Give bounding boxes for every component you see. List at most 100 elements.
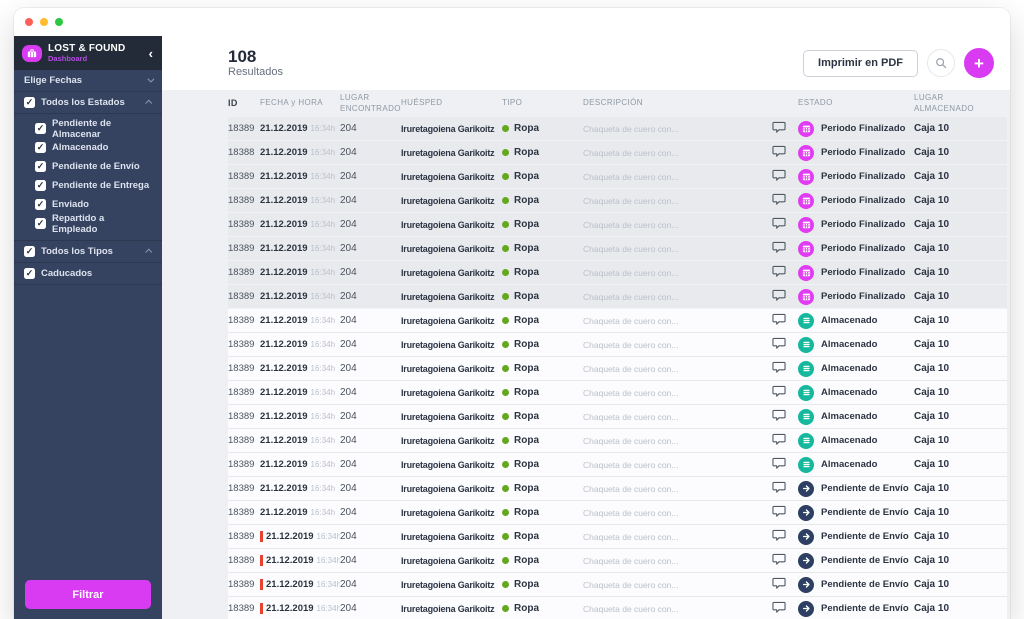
collapse-sidebar-icon[interactable]: ‹	[148, 45, 153, 61]
sidebar-estado-option[interactable]: Pendiente de Envío	[14, 157, 162, 176]
cell-tipo: Ropa	[502, 555, 583, 566]
table-row[interactable]: 18389 21.12.2019 16:34h 204 Iruretagoien…	[228, 549, 1007, 573]
comment-bubble-icon[interactable]	[772, 409, 786, 425]
checkbox-checked[interactable]	[24, 268, 35, 279]
comment-bubble-icon[interactable]	[772, 145, 786, 161]
comment-bubble-icon[interactable]	[772, 505, 786, 521]
cell-lugar-encontrado: 204	[340, 219, 357, 230]
table-row[interactable]: 18389 21.12.2019 16:34h 204 Iruretagoien…	[228, 165, 1007, 189]
sidebar-estado-option[interactable]: Almacenado	[14, 138, 162, 157]
comment-bubble-icon[interactable]	[772, 289, 786, 305]
sidebar: LOST & FOUND Dashboard ‹ Elige Fechas To…	[14, 36, 162, 619]
comment-bubble-icon[interactable]	[772, 241, 786, 257]
checkbox-checked[interactable]	[24, 97, 35, 108]
date-value: 21.12.2019	[260, 267, 308, 278]
minimize-window-icon[interactable]	[40, 18, 48, 26]
cell-descripcion: Chaqueta de cuero con...	[583, 171, 679, 182]
table-row[interactable]: 18389 21.12.2019 16:34h 204 Iruretagoien…	[228, 453, 1007, 477]
sidebar-item-label: Pendiente de Almacenar	[52, 117, 112, 140]
cell-estado: Periodo Finalizado	[798, 192, 914, 209]
sidebar-estado-option[interactable]: Repartido a Empleado	[14, 213, 162, 235]
cell-id: 18389	[228, 195, 255, 206]
comment-bubble-icon[interactable]	[772, 337, 786, 353]
checkbox-checked[interactable]	[35, 161, 46, 172]
cell-comment	[766, 505, 798, 521]
table-row[interactable]: 18388 21.12.2019 16:34h 204 Iruretagoien…	[228, 141, 1007, 165]
table-row[interactable]: 18389 21.12.2019 16:34h 204 Iruretagoien…	[228, 117, 1007, 141]
cell-huesped: Iruretagoiena Garikoitz	[401, 123, 495, 134]
time-value: 16:34h	[310, 196, 336, 205]
cell-tipo: Ropa	[502, 315, 583, 326]
comment-bubble-icon[interactable]	[772, 193, 786, 209]
cell-comment	[766, 409, 798, 425]
sidebar-estado-option[interactable]: Enviado	[14, 195, 162, 214]
table-row[interactable]: 18389 21.12.2019 16:34h 204 Iruretagoien…	[228, 597, 1007, 619]
checkbox-checked[interactable]	[24, 246, 35, 257]
comment-bubble-icon[interactable]	[772, 553, 786, 569]
comment-bubble-icon[interactable]	[772, 121, 786, 137]
search-button[interactable]	[927, 49, 955, 77]
table-row[interactable]: 18389 21.12.2019 16:34h 204 Iruretagoien…	[228, 213, 1007, 237]
cell-estado: Periodo Finalizado	[798, 288, 914, 305]
sidebar-estado-option[interactable]: Pendiente de Almacenar	[14, 117, 162, 140]
checkbox-checked[interactable]	[35, 218, 46, 229]
table-row[interactable]: 18389 21.12.2019 16:34h 204 Iruretagoien…	[228, 573, 1007, 597]
filtrar-button[interactable]: Filtrar	[25, 580, 151, 609]
status-label: Periodo Finalizado	[821, 219, 906, 230]
checkbox-checked[interactable]	[35, 180, 46, 191]
cell-descripcion: Chaqueta de cuero con...	[583, 267, 679, 278]
comment-bubble-icon[interactable]	[772, 313, 786, 329]
comment-bubble-icon[interactable]	[772, 457, 786, 473]
sidebar-item-caducados[interactable]: Caducados	[14, 263, 162, 285]
cell-lugar-almacenado: Caja 10	[914, 483, 950, 494]
sidebar-item-todos-los-tipos[interactable]: Todos los Tipos	[14, 241, 162, 263]
cell-tipo: Ropa	[502, 267, 583, 278]
status-label: Almacenado	[821, 435, 878, 446]
comment-bubble-icon[interactable]	[772, 601, 786, 617]
maximize-window-icon[interactable]	[55, 18, 63, 26]
comment-bubble-icon[interactable]	[772, 361, 786, 377]
table-row[interactable]: 18389 21.12.2019 16:34h 204 Iruretagoien…	[228, 381, 1007, 405]
comment-bubble-icon[interactable]	[772, 385, 786, 401]
print-pdf-button[interactable]: Imprimir en PDF	[803, 49, 918, 77]
table-row[interactable]: 18389 21.12.2019 16:34h 204 Iruretagoien…	[228, 285, 1007, 309]
cell-tipo: Ropa	[502, 147, 583, 158]
table-row[interactable]: 18389 21.12.2019 16:34h 204 Iruretagoien…	[228, 429, 1007, 453]
comment-bubble-icon[interactable]	[772, 481, 786, 497]
table-row[interactable]: 18389 21.12.2019 16:34h 204 Iruretagoien…	[228, 261, 1007, 285]
table-row[interactable]: 18389 21.12.2019 16:34h 204 Iruretagoien…	[228, 189, 1007, 213]
add-item-button[interactable]: +	[964, 48, 994, 78]
cell-lugar-almacenado: Caja 10	[914, 171, 950, 182]
comment-bubble-icon[interactable]	[772, 433, 786, 449]
table-row[interactable]: 18389 21.12.2019 16:34h 204 Iruretagoien…	[228, 333, 1007, 357]
comment-bubble-icon[interactable]	[772, 265, 786, 281]
table-row[interactable]: 18389 21.12.2019 16:34h 204 Iruretagoien…	[228, 405, 1007, 429]
results-count: 108	[228, 46, 257, 66]
cell-estado: Almacenado	[798, 360, 914, 377]
comment-bubble-icon[interactable]	[772, 577, 786, 593]
sidebar-estado-option[interactable]: Pendiente de Entrega	[14, 176, 162, 195]
cell-id: 18388	[228, 147, 255, 158]
table-row[interactable]: 18389 21.12.2019 16:34h 204 Iruretagoien…	[228, 309, 1007, 333]
table-row[interactable]: 18389 21.12.2019 16:34h 204 Iruretagoien…	[228, 477, 1007, 501]
checkbox-checked[interactable]	[35, 123, 46, 134]
sidebar-item-todos-los-estados[interactable]: Todos los Estados	[14, 92, 162, 114]
type-value: Ropa	[514, 363, 539, 374]
cell-tipo: Ropa	[502, 219, 583, 230]
type-value: Ropa	[514, 291, 539, 302]
table-row[interactable]: 18389 21.12.2019 16:34h 204 Iruretagoien…	[228, 357, 1007, 381]
checkbox-checked[interactable]	[35, 199, 46, 210]
cell-huesped: Iruretagoiena Garikoitz	[401, 315, 495, 326]
cell-lugar-almacenado: Caja 10	[914, 219, 950, 230]
checkbox-checked[interactable]	[35, 142, 46, 153]
comment-bubble-icon[interactable]	[772, 169, 786, 185]
comment-bubble-icon[interactable]	[772, 217, 786, 233]
table-row[interactable]: 18389 21.12.2019 16:34h 204 Iruretagoien…	[228, 501, 1007, 525]
sidebar-item-elige-fechas[interactable]: Elige Fechas	[14, 70, 162, 92]
close-window-icon[interactable]	[25, 18, 33, 26]
comment-bubble-icon[interactable]	[772, 529, 786, 545]
status-label: Pendiente de Envío	[821, 579, 909, 590]
table-row[interactable]: 18389 21.12.2019 16:34h 204 Iruretagoien…	[228, 525, 1007, 549]
list-icon	[798, 408, 814, 425]
table-row[interactable]: 18389 21.12.2019 16:34h 204 Iruretagoien…	[228, 237, 1007, 261]
